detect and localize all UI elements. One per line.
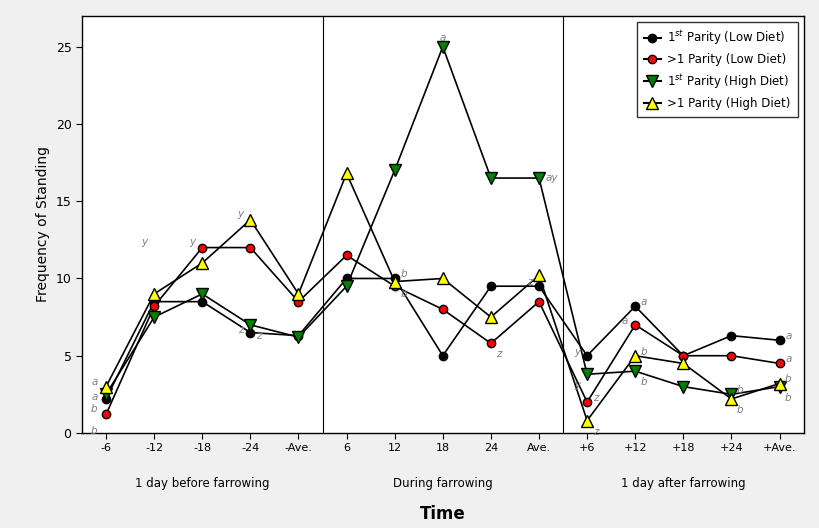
Text: a: a — [784, 331, 790, 341]
Text: z: z — [526, 277, 532, 287]
Text: z: z — [495, 350, 501, 360]
Text: a: a — [91, 392, 97, 402]
Text: b: b — [784, 393, 791, 403]
Text: b: b — [736, 405, 743, 415]
Text: z: z — [592, 427, 597, 437]
Text: z: z — [256, 331, 261, 341]
Text: 1 day after farrowing: 1 day after farrowing — [620, 477, 744, 491]
Text: a: a — [784, 354, 790, 364]
Text: y: y — [573, 380, 580, 390]
Text: a: a — [439, 33, 446, 43]
Legend: 1$^{st}$ Parity (Low Diet), >1 Parity (Low Diet), 1$^{st}$ Parity (High Diet), >: 1$^{st}$ Parity (Low Diet), >1 Parity (L… — [636, 22, 797, 117]
Text: b: b — [640, 346, 647, 356]
Text: y: y — [189, 237, 195, 247]
Y-axis label: Frequency of Standing: Frequency of Standing — [36, 146, 50, 303]
Text: b: b — [640, 378, 647, 387]
Text: a: a — [621, 316, 627, 326]
Text: a: a — [91, 378, 97, 388]
Text: y: y — [141, 237, 147, 247]
Text: y: y — [237, 209, 243, 219]
Text: b: b — [91, 426, 97, 436]
Text: b: b — [91, 404, 97, 414]
Text: z: z — [592, 393, 597, 403]
Text: b: b — [784, 374, 791, 384]
Text: Time: Time — [419, 505, 465, 523]
Text: b: b — [400, 289, 406, 299]
Text: 1 day before farrowing: 1 day before farrowing — [135, 477, 269, 491]
Text: ay: ay — [545, 173, 558, 183]
Text: a: a — [640, 297, 646, 307]
Text: b: b — [736, 385, 743, 395]
Text: b: b — [400, 269, 406, 279]
Text: y: y — [573, 346, 580, 356]
Text: During farrowing: During farrowing — [392, 477, 492, 491]
Text: z: z — [238, 325, 243, 335]
